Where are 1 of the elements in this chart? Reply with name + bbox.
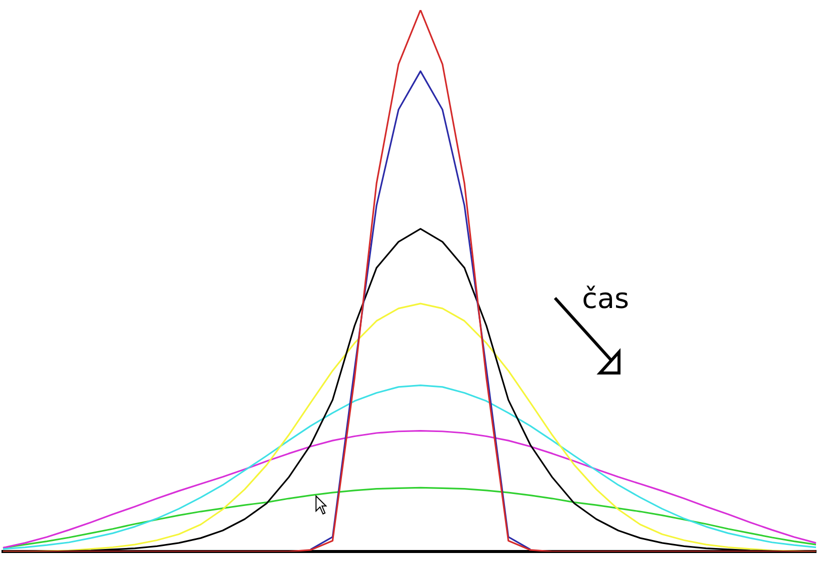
annotation: čas (582, 282, 630, 315)
